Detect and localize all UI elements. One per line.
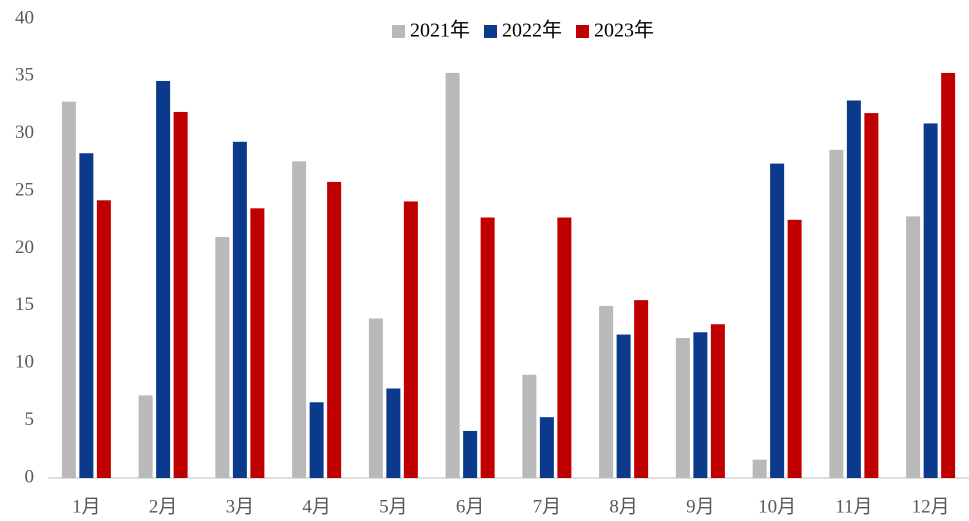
bar	[173, 111, 188, 478]
y-tick-label: 10	[15, 352, 34, 373]
bar	[557, 217, 572, 478]
legend-swatch	[576, 25, 589, 38]
bar	[368, 318, 383, 478]
bar	[480, 217, 495, 478]
x-tick-label: 6月	[456, 496, 485, 517]
bar	[923, 123, 938, 479]
bar	[616, 334, 631, 478]
bar	[787, 219, 802, 478]
x-tick-label: 5月	[379, 496, 408, 517]
x-tick-label: 9月	[686, 496, 715, 517]
x-tick-label: 12月	[912, 496, 950, 517]
y-tick-label: 35	[15, 65, 34, 86]
bar	[96, 200, 111, 478]
x-tick-label: 10月	[758, 496, 796, 517]
bar	[156, 80, 171, 478]
y-tick-label: 0	[25, 466, 35, 487]
x-tick-label: 2月	[149, 496, 178, 517]
bar	[710, 324, 725, 478]
legend-label: 2022年	[502, 19, 562, 42]
legend-swatch	[392, 25, 405, 38]
bar	[846, 100, 861, 478]
bar	[403, 201, 418, 478]
bar	[634, 300, 649, 478]
bar	[599, 305, 614, 478]
bar	[386, 388, 401, 478]
bar	[675, 338, 690, 478]
bar	[829, 149, 844, 478]
bar	[232, 141, 247, 478]
bar	[770, 163, 785, 478]
bar	[522, 374, 537, 478]
bar	[138, 395, 153, 478]
bar	[309, 402, 324, 478]
bar	[864, 113, 879, 478]
bar	[906, 216, 921, 478]
y-tick-label: 15	[15, 294, 34, 315]
bar	[539, 417, 554, 478]
x-tick-label: 8月	[609, 496, 638, 517]
legend-label: 2023年	[594, 19, 654, 42]
x-tick-label: 1月	[72, 496, 101, 517]
x-tick-label: 4月	[302, 496, 331, 517]
x-tick-label: 7月	[533, 496, 562, 517]
bar	[445, 72, 460, 479]
legend-label: 2021年	[410, 19, 470, 42]
bar	[327, 181, 342, 478]
bar	[79, 153, 94, 478]
bar	[463, 430, 478, 478]
x-tick-label: 11月	[835, 496, 872, 517]
bar	[61, 101, 76, 479]
y-tick-label: 5	[25, 409, 35, 430]
bar	[941, 72, 956, 479]
legend-swatch	[484, 25, 497, 38]
bar	[693, 332, 708, 478]
bar	[292, 161, 307, 479]
y-tick-label: 20	[15, 237, 34, 258]
bar	[250, 208, 265, 478]
y-tick-label: 25	[15, 179, 34, 200]
x-tick-label: 3月	[226, 496, 255, 517]
bar	[215, 237, 230, 478]
y-tick-label: 30	[15, 122, 34, 143]
y-tick-label: 40	[15, 7, 34, 28]
bar	[752, 459, 767, 478]
